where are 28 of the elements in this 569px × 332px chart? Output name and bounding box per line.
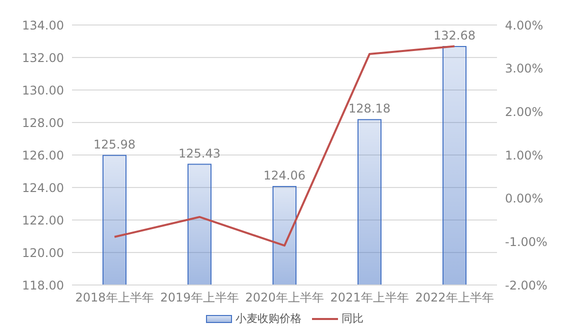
x-tick-label: 2022年上半年 — [415, 290, 494, 305]
data-label: 128.18 — [348, 102, 390, 116]
y-tick-label: 122.00 — [22, 213, 64, 228]
x-tick-label: 2019年上半年 — [160, 290, 239, 305]
x-tick-label: 2018年上半年 — [75, 290, 154, 305]
y2-tick-label: -2.00% — [505, 278, 548, 292]
y2-tick-label: 3.00% — [505, 62, 544, 76]
y-tick-label: 126.00 — [22, 148, 64, 162]
y-tick-label: 118.00 — [22, 278, 64, 292]
x-tick-label: 2021年上半年 — [330, 290, 409, 305]
legend-label: 同比 — [342, 311, 364, 326]
y-tick-label: 132.00 — [22, 50, 64, 65]
legend-label: 小麦收购价格 — [236, 311, 302, 326]
y2-tick-label: 4.00% — [505, 18, 544, 32]
y2-tick-label: 1.00% — [505, 148, 544, 162]
data-label: 125.98 — [94, 137, 136, 152]
y-tick-label: 134.00 — [22, 18, 64, 32]
y2-tick-label: -1.00% — [505, 234, 548, 249]
data-label: 125.43 — [178, 146, 220, 160]
data-label: 132.68 — [434, 28, 476, 42]
y-tick-label: 128.00 — [22, 116, 64, 130]
y-tick-label: 130.00 — [22, 83, 64, 98]
y-tick-label: 124.00 — [22, 180, 64, 195]
y-tick-label: 120.00 — [22, 246, 64, 260]
y2-tick-label: 2.00% — [505, 104, 544, 119]
data-label: 124.06 — [264, 168, 306, 183]
x-tick-label: 2020年上半年 — [245, 290, 324, 305]
y2-tick-label: 0.00% — [505, 192, 544, 206]
